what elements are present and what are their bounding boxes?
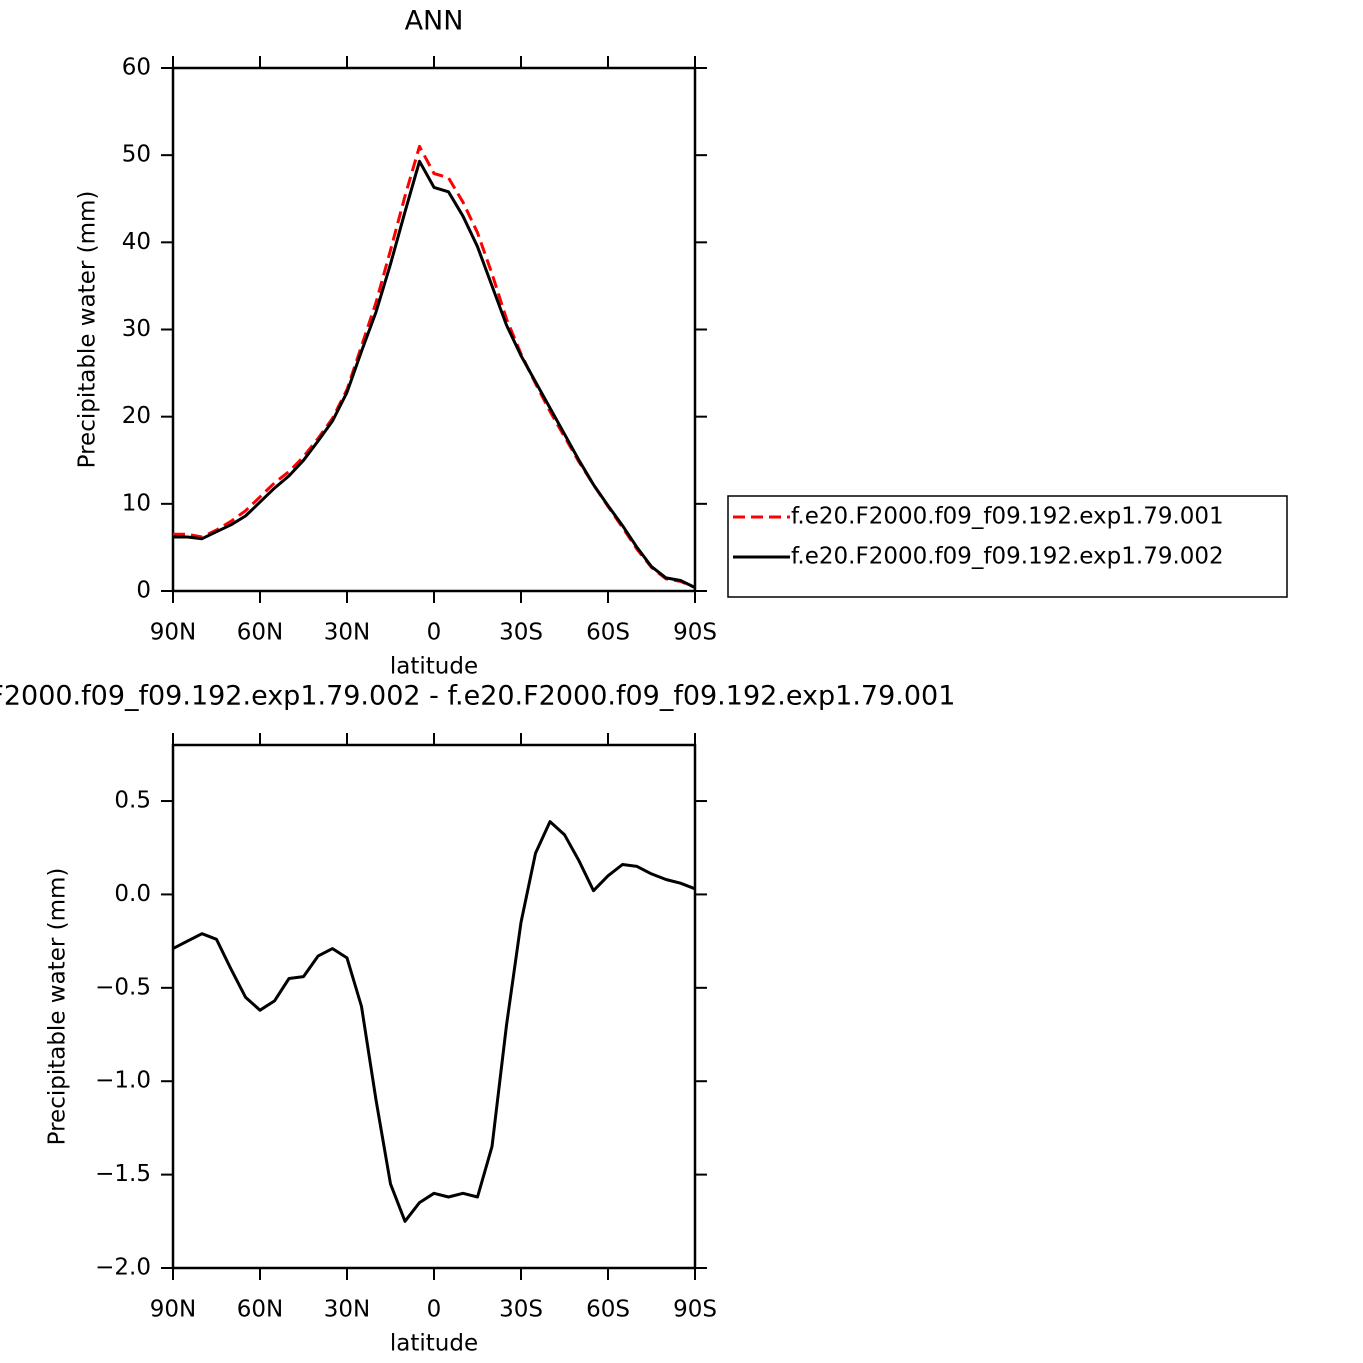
y-tick-label: 20	[122, 403, 151, 429]
x-tick-label: 60N	[237, 1297, 283, 1323]
x-tick-label: 90N	[150, 620, 196, 646]
y-axis-label: Precipitable water (mm)	[45, 868, 71, 1146]
y-tick-label: 10	[122, 490, 151, 516]
y-tick-label: 0.5	[114, 788, 151, 814]
chart-title: ANN	[405, 6, 464, 37]
y-tick-label: 40	[122, 229, 151, 255]
plot-frame	[171, 66, 697, 593]
x-tick-label: 60S	[586, 620, 630, 646]
y-tick-label: 60	[122, 55, 151, 81]
y-tick-label: 0	[136, 578, 151, 604]
y-tick-label: −1.5	[95, 1161, 151, 1187]
x-tick-label: 60N	[237, 620, 283, 646]
data-line	[173, 144, 696, 589]
y-tick-label: 30	[122, 316, 151, 342]
y-tick-label: −1.0	[95, 1068, 151, 1094]
y-tick-label: −2.0	[95, 1255, 151, 1281]
x-tick-label: 0	[427, 1297, 442, 1323]
legend-label: f.e20.F2000.f09_f09.192.exp1.79.001	[791, 504, 1224, 530]
x-tick-label: 30N	[324, 620, 370, 646]
plot-frame	[171, 743, 697, 1270]
data-line	[172, 820, 696, 1223]
x-tick-label: 90S	[673, 620, 717, 646]
y-tick-label: 0.0	[114, 881, 151, 907]
x-tick-label: 90N	[150, 1297, 196, 1323]
y-axis-label: Precipitable water (mm)	[75, 191, 101, 469]
y-tick-label: −0.5	[95, 974, 151, 1000]
legend-label: f.e20.F2000.f09_f09.192.exp1.79.002	[791, 544, 1224, 570]
x-tick-label: 30S	[499, 620, 543, 646]
x-tick-label: 60S	[586, 1297, 630, 1323]
chart-title: f.e20.F2000.f09_f09.192.exp1.79.002 - f.…	[0, 681, 955, 712]
data-line	[173, 159, 696, 589]
x-tick-label: 30S	[499, 1297, 543, 1323]
x-axis-label: latitude	[390, 1331, 478, 1357]
legend-box	[727, 495, 1288, 598]
x-tick-label: 0	[427, 620, 442, 646]
y-tick-label: 50	[122, 142, 151, 168]
x-axis-label: latitude	[390, 654, 478, 680]
x-tick-label: 90S	[673, 1297, 717, 1323]
x-tick-label: 30N	[324, 1297, 370, 1323]
